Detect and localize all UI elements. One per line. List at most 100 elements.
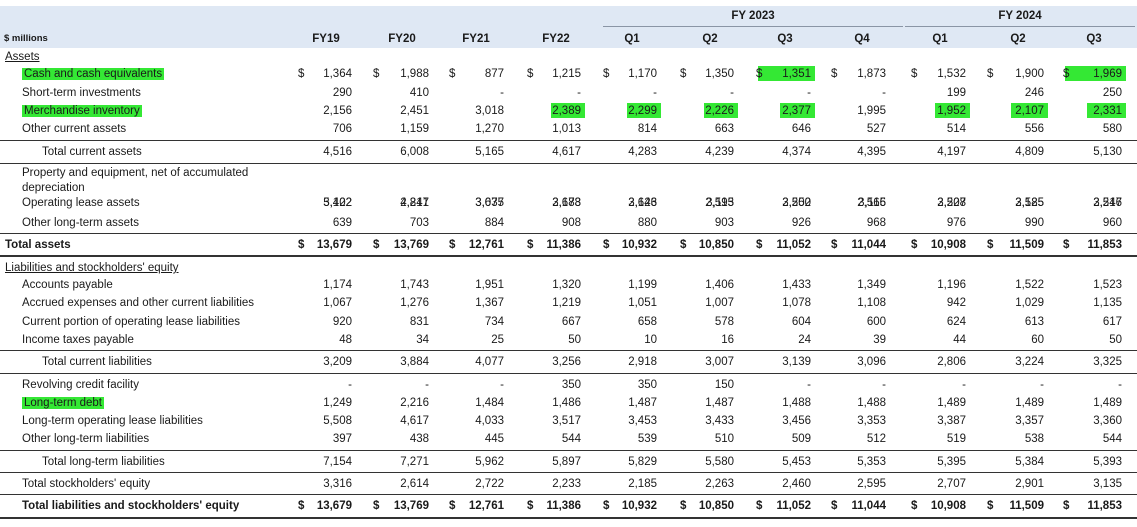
cell-value: 3,037 [475,197,504,209]
cell-value: 290 [332,87,352,99]
table-cell: 1,952 [911,105,966,118]
table-cell: 24 [756,334,811,347]
table-rule [0,450,1137,451]
table-cell: 2,233 [527,478,581,491]
cell-value: - [882,87,886,99]
row-label: Merchandise inventory [22,105,142,118]
table-cell: 3,037 [449,197,504,210]
cell-value: 5,165 [475,146,504,158]
table-cell: 3,357 [987,415,1044,428]
currency-symbol: $ [527,68,534,80]
cell-value: 11,509 [1009,500,1044,512]
cell-value: 527 [866,123,886,135]
cell-highlight [780,103,815,118]
row-label: Operating lease assets [22,197,140,210]
table-cell: 5,453 [756,456,811,469]
table-cell: - [756,379,811,392]
cell-value: 2,722 [475,478,504,490]
table-cell: 2,451 [373,105,429,118]
cell-value: 2,216 [400,397,429,409]
cell-value: 13,679 [316,239,352,251]
table-cell: 2,901 [987,478,1044,491]
row-label-text: Short-term investments [22,87,141,99]
table-cell: $11,853 [1063,500,1122,513]
cell-value: 624 [946,316,966,328]
row-label: Total current liabilities [42,356,152,369]
cell-value: 3,217 [1093,197,1122,209]
cell-value: 3,453 [628,415,657,427]
cell-value: 2,299 [628,105,657,117]
table-cell: 1,249 [298,397,352,410]
table-cell: 1,051 [603,297,657,310]
table-cell: 527 [831,123,886,136]
table-cell: 2,389 [527,105,581,118]
currency-symbol: $ [911,239,918,251]
cell-value: 3,675 [475,197,504,209]
table-cell: $11,386 [527,500,581,513]
cell-value: 12,761 [468,500,504,512]
table-cell: - [527,87,581,100]
cell-value: 990 [1024,217,1044,229]
cell-value: 2,646 [628,197,657,209]
table-cell: 2,331 [1063,105,1122,118]
cell-value: 1,174 [323,279,352,291]
cell-value: 2,185 [628,478,657,490]
cell-value: 539 [637,433,657,445]
table-cell: $10,932 [603,500,657,513]
table-cell: 60 [987,334,1044,347]
table-cell: 514 [911,123,966,136]
table-cell: 4,617 [527,146,581,159]
cell-value: 3,884 [400,356,429,368]
cell-value: 1,320 [552,279,581,291]
table-cell: 39 [831,334,886,347]
cell-value: 880 [637,217,657,229]
table-cell: 397 [298,433,352,446]
cell-value: 10,908 [930,500,966,512]
table-cell: 578 [680,316,734,329]
table-cell: 3,185 [987,197,1044,210]
table-cell: $11,509 [987,500,1044,513]
cell-value: 1,873 [857,68,886,80]
cell-value: 1,486 [552,397,581,409]
cell-value: 10,932 [621,239,657,251]
cell-value: 646 [791,123,811,135]
cell-value: 509 [791,433,811,445]
cell-value: 1,249 [323,397,352,409]
row-label: Total assets [5,239,71,252]
cell-value: - [730,87,734,99]
table-cell: 908 [527,217,581,230]
table-cell: $10,850 [680,239,734,252]
row-label: Other current assets [22,123,126,136]
column-header: Q3 [777,33,793,45]
cell-value: 663 [714,123,734,135]
table-cell: 3,135 [1063,478,1122,491]
currency-symbol: $ [680,68,687,80]
cell-value: 1,108 [857,297,886,309]
table-cell: 976 [911,217,966,230]
cell-value: 150 [714,379,734,391]
row-label-highlight: Merchandise inventory [22,105,142,117]
table-cell: 512 [831,433,886,446]
currency-symbol: $ [373,68,380,80]
table-cell: 1,135 [1063,297,1122,310]
cell-value: 10,850 [698,239,734,251]
table-cell: 2,525 [987,197,1044,210]
row-label-text: Total long-term liabilities [42,456,165,468]
cell-value: 2,566 [857,197,886,209]
cell-value: 1,351 [782,68,811,80]
table-cell: 3,433 [680,415,734,428]
table-cell: 2,226 [680,105,734,118]
row-label: Long-term operating lease liabilities [22,415,203,428]
table-cell: 920 [298,316,352,329]
table-cell: $13,769 [373,500,429,513]
currency-symbol: $ [603,500,610,512]
table-cell: 2,646 [603,197,657,210]
units-label: $ millions [4,33,48,44]
cell-value: 11,386 [546,239,581,251]
cell-value: 1,196 [937,279,966,291]
table-cell: 706 [298,123,352,136]
cell-value: - [577,87,581,99]
cell-value: - [807,379,811,391]
table-cell: 3,316 [298,478,352,491]
row-label-continuation: depreciation [22,182,85,194]
